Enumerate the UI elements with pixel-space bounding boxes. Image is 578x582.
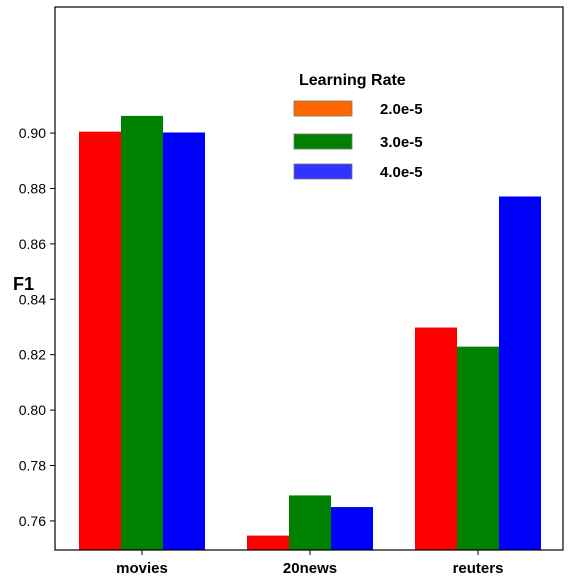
y-tick-label: 0.78 <box>19 458 46 474</box>
bar-movies-4.0e-5 <box>163 132 205 550</box>
legend-label-3.0e-5: 3.0e-5 <box>380 134 423 151</box>
x-tick-label: reuters <box>453 560 504 577</box>
x-tick-label: 20news <box>283 560 337 577</box>
y-tick-label: 0.80 <box>19 402 46 418</box>
y-tick-label: 0.86 <box>19 236 46 252</box>
bar-movies-3.0e-5 <box>121 115 163 550</box>
x-tick-label: movies <box>116 560 168 577</box>
y-axis-label: F1 <box>13 274 34 294</box>
bars-layer <box>79 115 541 551</box>
bar-reuters-3.0e-5 <box>457 346 499 550</box>
bar-movies-2.0e-5 <box>79 131 121 550</box>
legend-title: Learning Rate <box>299 72 406 89</box>
y-tick-label: 0.88 <box>19 180 46 196</box>
legend-label-4.0e-5: 4.0e-5 <box>380 164 423 181</box>
y-tick-label: 0.76 <box>19 513 46 529</box>
legend-swatch-3.0e-5 <box>293 133 353 150</box>
y-tick-label: 0.82 <box>19 347 46 363</box>
legend-swatch-2.0e-5 <box>293 100 353 117</box>
y-tick-label: 0.90 <box>19 125 46 141</box>
bar-20news-2.0e-5 <box>247 535 289 550</box>
legend: Learning Rate 2.0e-5 3.0e-5 4.0e-5 <box>293 72 423 181</box>
bar-reuters-4.0e-5 <box>499 196 541 551</box>
plot-frame <box>54 6 564 551</box>
y-tick-label: 0.84 <box>19 291 46 307</box>
bar-20news-4.0e-5 <box>331 507 373 550</box>
bar-reuters-2.0e-5 <box>415 327 457 550</box>
legend-swatch-4.0e-5 <box>293 163 353 180</box>
axis-layer: 0.76 0.78 0.80 0.82 0.84 0.86 0.88 0.90 movies 20… <box>19 125 504 577</box>
legend-label-2.0e-5: 2.0e-5 <box>380 101 423 118</box>
bar-20news-3.0e-5 <box>289 495 331 550</box>
